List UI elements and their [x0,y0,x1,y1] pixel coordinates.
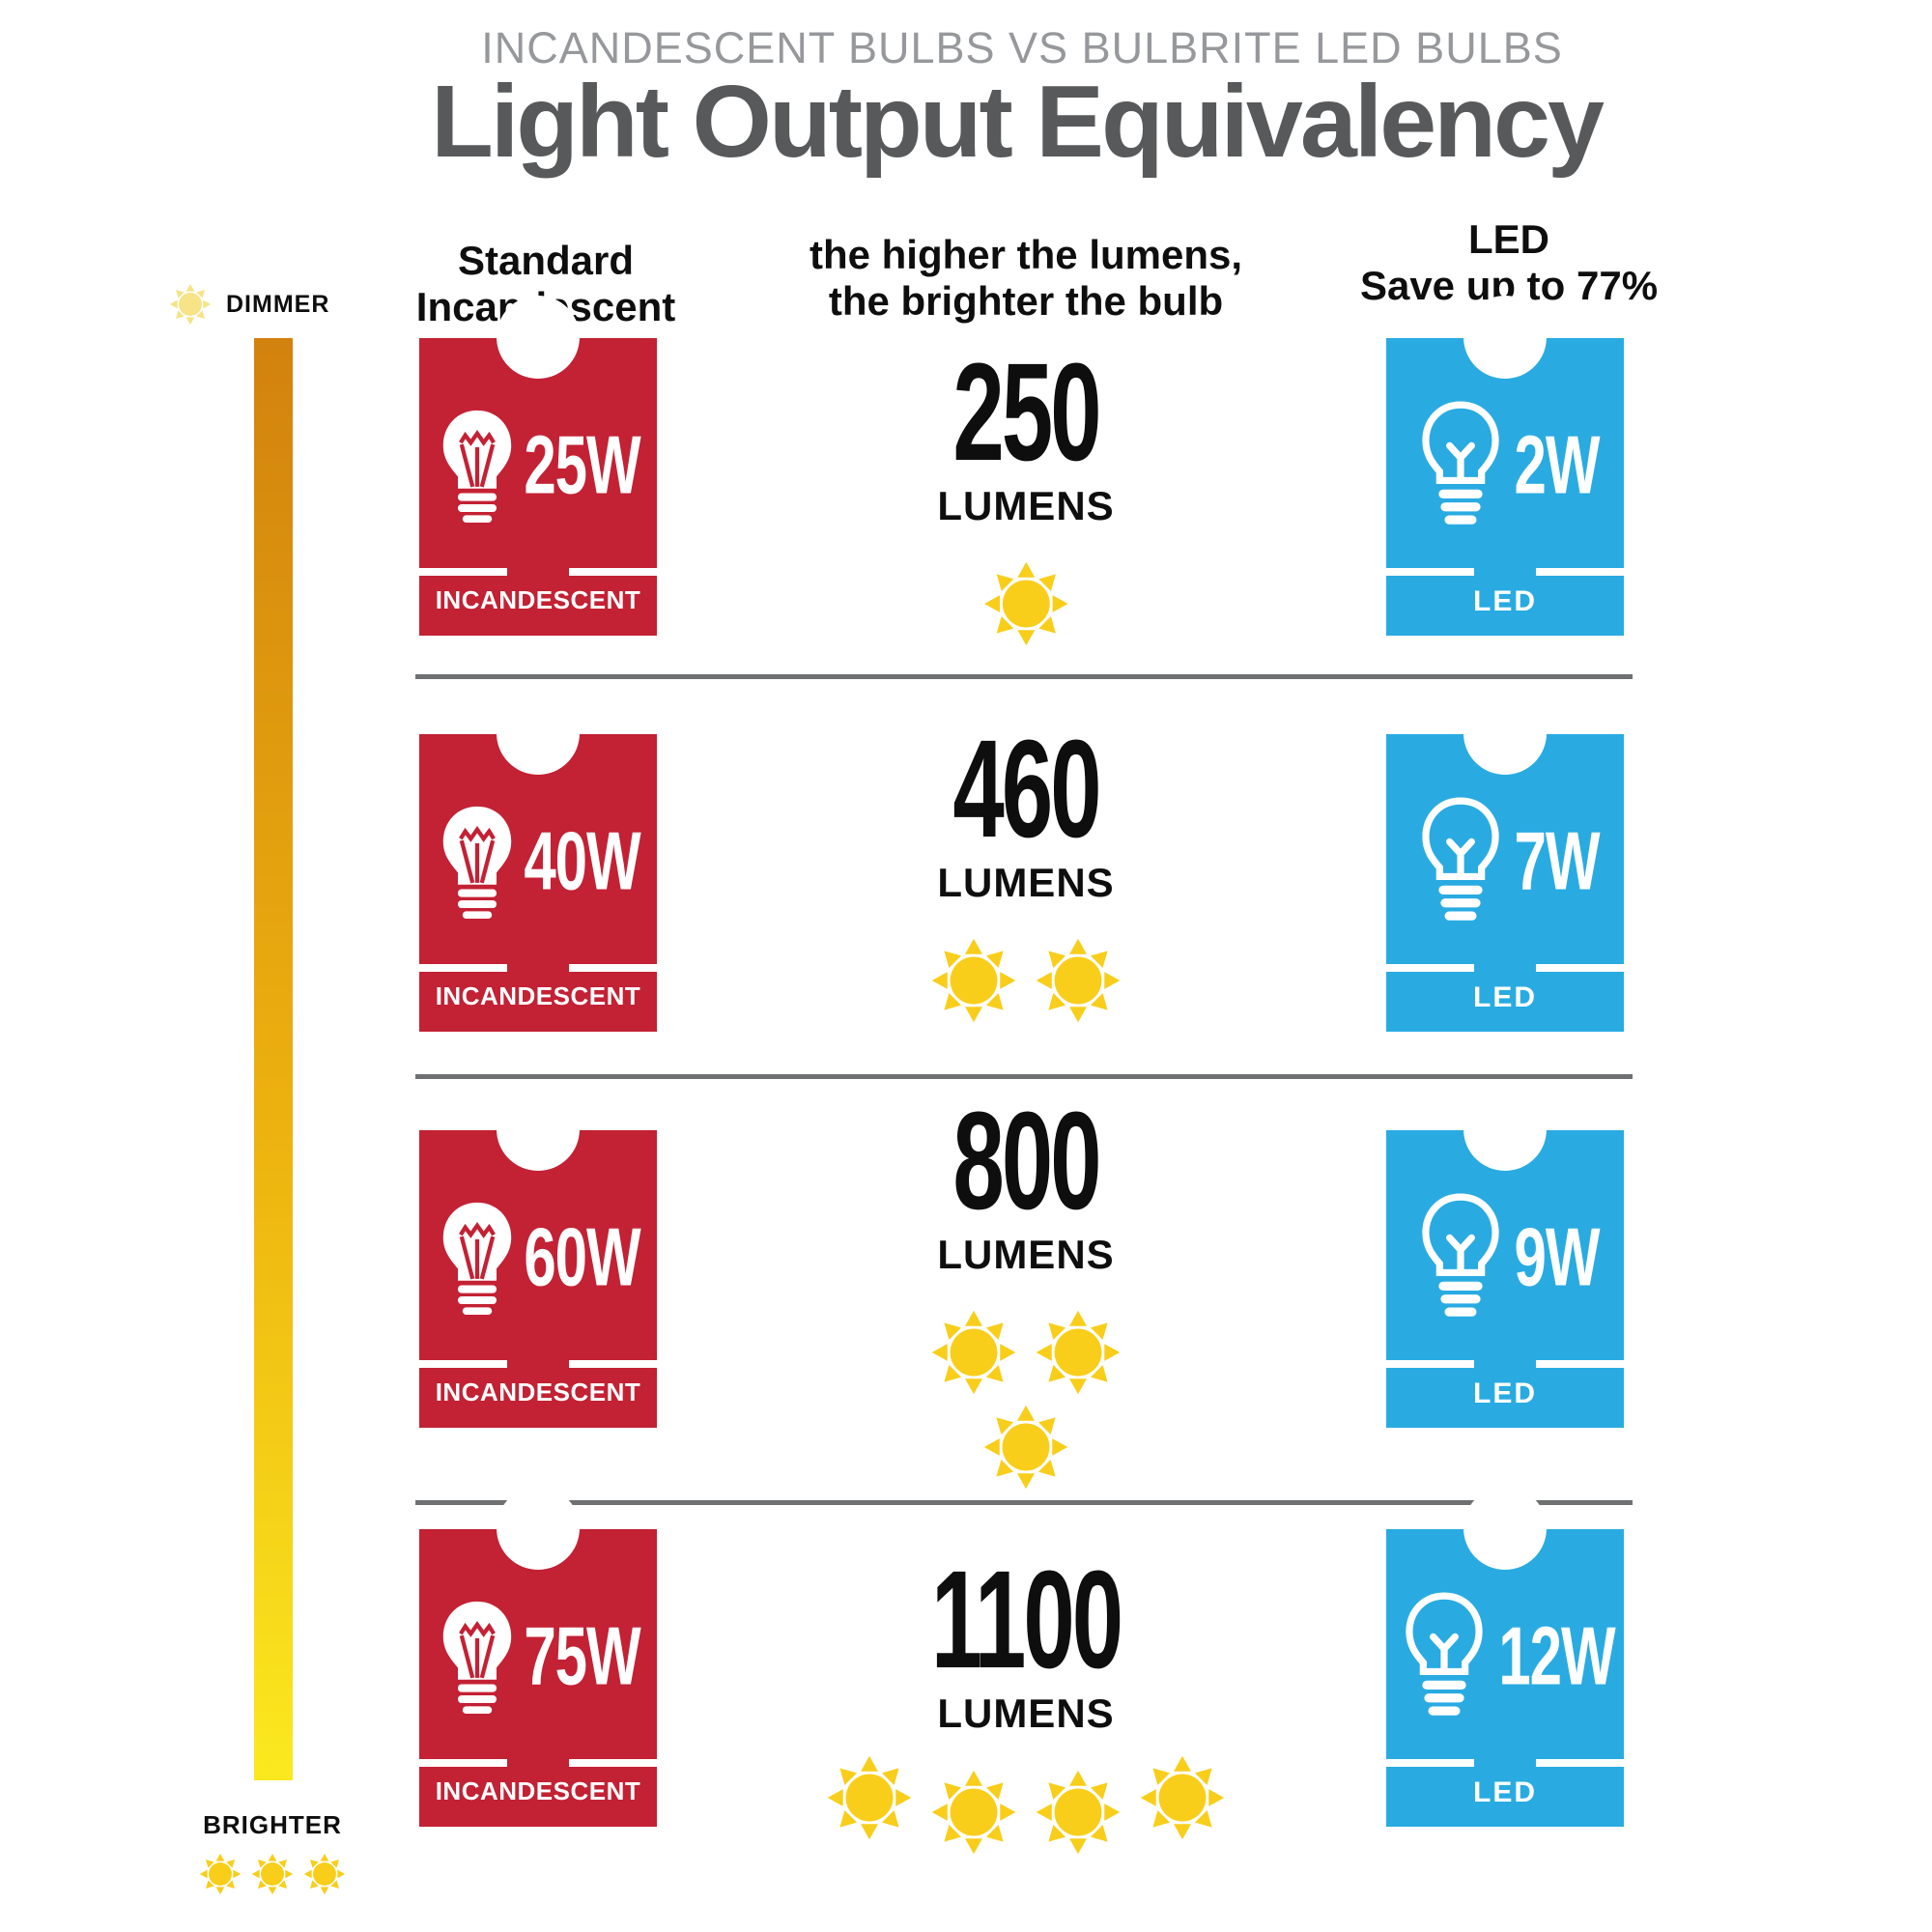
column-header-line: the brighter the bulb [828,278,1224,324]
led-card: 9W LED [1386,1088,1624,1428]
led-bulb-icon [1411,400,1510,531]
sun-icons [142,1852,403,1896]
card-divider [1386,1759,1624,1767]
sun-icon [931,938,1016,1023]
incandescent-wattage: 60W [524,1210,640,1303]
column-header-lumens: the higher the lumens, the brighter the … [810,232,1242,325]
incandescent-card: 25W INCANDESCENT [419,296,657,636]
led-wattage: 9W [1514,1210,1601,1303]
led-card-label: LED [1473,1776,1537,1808]
column-header-line: LED [1467,216,1549,262]
sun-icons [824,1752,1228,1855]
sun-icon [1140,1755,1225,1840]
card-notch [497,1487,580,1570]
led-card-label: LED [1473,1378,1537,1409]
sun-icon [983,1405,1068,1490]
sun-icon [1036,1310,1121,1395]
incandescent-card-label: INCANDESCENT [435,1378,641,1406]
sun-icon [983,561,1068,646]
sun-icon [169,283,212,326]
column-header-line: Standard [457,238,635,283]
incandescent-card: 75W INCANDESCENT [419,1487,657,1827]
dimmer-label: DIMMER [226,290,330,318]
lumens-unit: LUMENS [937,1690,1115,1736]
row-separator [415,1500,1633,1505]
led-card-label: LED [1473,981,1537,1013]
incandescent-bulb-icon [436,805,519,919]
column-header-line: the higher the lumens, [809,232,1243,277]
led-card: 7W LED [1386,692,1624,1032]
incandescent-card-label: INCANDESCENT [435,1776,641,1805]
card-notch [497,692,580,775]
led-bulb-icon [1411,796,1510,927]
brightness-gradient-bar [254,338,293,1780]
lumens-value: 1100 [930,1543,1123,1698]
incandescent-bulb-icon [436,1600,519,1714]
dimmer-legend: DIMMER [168,282,329,327]
incandescent-bulb-icon [436,1201,519,1315]
card-notch [497,1088,580,1171]
card-divider [1386,568,1624,576]
card-notch [1463,692,1547,775]
card-notch [1463,1487,1547,1570]
led-card-label: LED [1473,585,1537,617]
sun-icon [303,1853,346,1895]
sun-icon [827,1755,912,1840]
sun-icon [1036,938,1121,1023]
brighter-label: BRIGHTER [203,1810,342,1839]
lumens-block: 1100 LUMENS [824,1543,1228,1855]
sun-icon [199,1853,242,1895]
card-divider [1386,1360,1624,1368]
row-separator [415,674,1633,679]
lumens-unit: LUMENS [937,483,1115,528]
page-title: Light Output Equivalency [431,65,1605,179]
incandescent-card: 40W INCANDESCENT [419,692,657,1032]
lumens-block: 800 LUMENS [915,1084,1137,1492]
sun-icons [928,935,1123,1026]
incandescent-card-label: INCANDESCENT [435,585,641,614]
card-divider [419,568,657,576]
card-divider [419,1360,657,1368]
lumens-value: 460 [952,712,1101,867]
subtitle: INCANDESCENT BULBS VS BULBRITE LED BULBS [481,23,1563,72]
sun-icon [931,1310,1016,1395]
led-card: 12W LED [1386,1487,1624,1827]
led-bulb-icon [1395,1591,1493,1722]
lumens-unit: LUMENS [937,1232,1115,1277]
incandescent-wattage: 40W [524,814,640,907]
incandescent-bulb-icon [436,409,519,523]
led-bulb-icon [1411,1192,1510,1323]
row-separator [415,1074,1633,1079]
led-wattage: 2W [1514,418,1601,511]
incandescent-wattage: 25W [524,418,640,511]
sun-icons [168,282,213,327]
card-divider [419,1759,657,1767]
brighter-legend: BRIGHTER [142,1810,403,1896]
lumens-value: 800 [952,1084,1101,1239]
led-wattage: 7W [1514,814,1601,907]
card-divider [419,964,657,972]
lumens-block: 250 LUMENS [937,335,1115,649]
column-header-incandescent: Standard Incandescent [416,238,675,330]
card-divider [1386,964,1624,972]
card-notch [1463,296,1547,379]
lumens-unit: LUMENS [937,860,1115,905]
sun-icons [980,558,1071,649]
card-notch [1463,1088,1547,1171]
sun-icon [931,1770,1016,1855]
led-card: 2W LED [1386,296,1624,636]
sun-icon [1036,1770,1121,1855]
incandescent-wattage: 75W [524,1609,640,1702]
lumens-block: 460 LUMENS [928,712,1123,1026]
sun-icons [915,1307,1137,1492]
card-notch [497,296,580,379]
incandescent-card-label: INCANDESCENT [435,981,641,1010]
lumens-value: 250 [952,335,1101,491]
led-wattage: 12W [1498,1609,1615,1702]
sun-icon [251,1853,294,1895]
incandescent-card: 60W INCANDESCENT [419,1088,657,1428]
